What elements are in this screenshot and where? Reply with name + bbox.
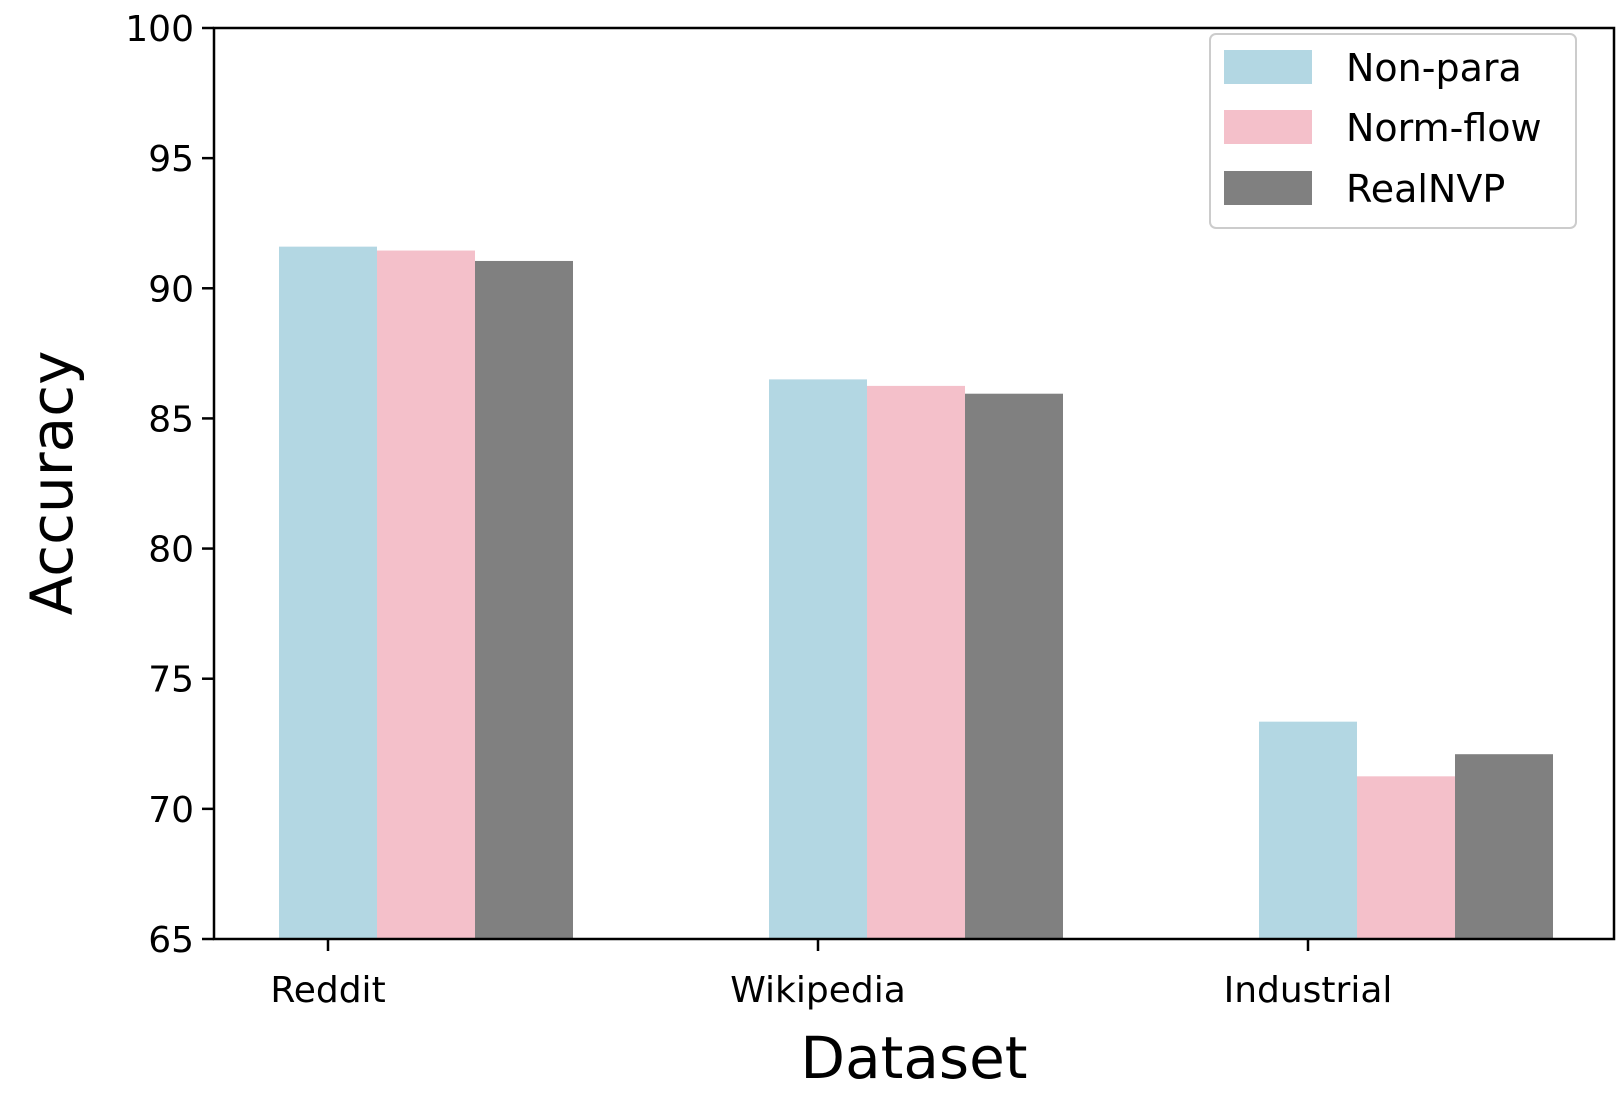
y-axis: 65 70 75 80 85 90 95 100: [125, 9, 214, 961]
bar-industrial-norm-flow: [1357, 776, 1455, 939]
y-tick-label: 80: [148, 530, 194, 571]
y-tick-label: 85: [148, 399, 194, 440]
bar-wikipedia-non-para: [769, 379, 867, 939]
bar-industrial-realnvp: [1455, 754, 1553, 939]
bars-layer: [279, 246, 1553, 940]
legend-label-realnvp: RealNVP: [1346, 167, 1505, 211]
y-tick-label: 65: [148, 920, 194, 961]
x-axis-title: Dataset: [800, 1024, 1027, 1092]
y-axis-title: Accuracy: [18, 351, 86, 616]
legend-swatch-non-para: [1224, 50, 1312, 84]
bar-wikipedia-norm-flow: [867, 385, 965, 940]
bar-wikipedia-realnvp: [965, 393, 1063, 939]
y-tick-label: 100: [125, 9, 194, 50]
legend: Non-para Norm-flow RealNVP: [1209, 33, 1577, 229]
legend-swatch-realnvp: [1224, 171, 1312, 205]
y-tick-label: 95: [148, 139, 194, 180]
x-tick-label: Reddit: [270, 970, 385, 1011]
legend-swatch-norm-flow: [1224, 110, 1312, 144]
y-tick-label: 75: [148, 660, 194, 701]
y-tick-label: 70: [148, 790, 194, 831]
x-axis: Reddit Wikipedia Industrial: [270, 939, 1392, 1011]
plot-frame: [212, 26, 1616, 941]
legend-label-non-para: Non-para: [1346, 46, 1522, 90]
bar-industrial-non-para: [1259, 721, 1357, 939]
x-tick-label: Wikipedia: [730, 970, 906, 1011]
legend-label-norm-flow: Norm-flow: [1346, 106, 1542, 150]
y-tick-label: 90: [148, 269, 194, 310]
bar-reddit-realnvp: [475, 260, 573, 940]
bar-reddit-norm-flow: [377, 250, 475, 939]
x-tick-label: Industrial: [1224, 970, 1393, 1011]
bar-reddit-non-para: [279, 246, 377, 939]
